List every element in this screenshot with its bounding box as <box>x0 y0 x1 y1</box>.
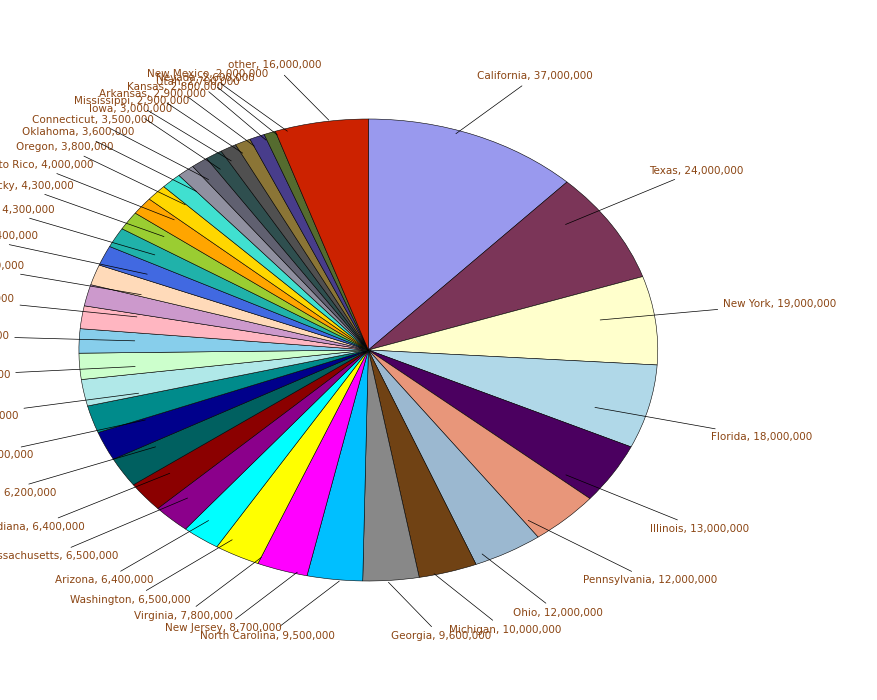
Wedge shape <box>264 132 368 350</box>
Wedge shape <box>307 350 368 581</box>
Text: Connecticut, 3,500,000: Connecticut, 3,500,000 <box>32 115 209 180</box>
Wedge shape <box>98 350 368 459</box>
Text: South Carolina, 4,400,000: South Carolina, 4,400,000 <box>0 231 147 274</box>
Text: Arizona, 6,400,000: Arizona, 6,400,000 <box>55 521 209 585</box>
Text: Florida, 18,000,000: Florida, 18,000,000 <box>595 407 812 442</box>
Wedge shape <box>221 145 368 350</box>
Wedge shape <box>79 329 368 354</box>
Text: Missouri, 5,900,000: Missouri, 5,900,000 <box>0 420 146 461</box>
Text: Texas, 24,000,000: Texas, 24,000,000 <box>566 166 744 225</box>
Text: Tennessee, 6,200,000: Tennessee, 6,200,000 <box>0 447 155 498</box>
Wedge shape <box>149 187 368 350</box>
Text: Massachusetts, 6,500,000: Massachusetts, 6,500,000 <box>0 498 188 561</box>
Wedge shape <box>80 306 368 350</box>
Text: Arkansas, 2,900,000: Arkansas, 2,900,000 <box>99 89 243 153</box>
Wedge shape <box>79 350 368 379</box>
Text: California, 37,000,000: California, 37,000,000 <box>456 71 593 134</box>
Text: Georgia, 9,600,000: Georgia, 9,600,000 <box>389 582 491 641</box>
Wedge shape <box>368 350 538 564</box>
Text: New Jersey, 8,700,000: New Jersey, 8,700,000 <box>165 572 297 634</box>
Text: Colorado, 4,900,000: Colorado, 4,900,000 <box>0 294 137 317</box>
Text: Oklahoma, 3,600,000: Oklahoma, 3,600,000 <box>22 127 196 192</box>
Wedge shape <box>207 151 368 350</box>
Wedge shape <box>193 158 368 350</box>
Text: Kentucky, 4,300,000: Kentucky, 4,300,000 <box>0 181 164 237</box>
Text: North Carolina, 9,500,000: North Carolina, 9,500,000 <box>200 581 339 640</box>
Wedge shape <box>82 350 368 406</box>
Text: Illinois, 13,000,000: Illinois, 13,000,000 <box>566 475 749 533</box>
Wedge shape <box>236 139 368 350</box>
Text: Maryland, 5,700,000: Maryland, 5,700,000 <box>0 393 139 421</box>
Wedge shape <box>84 285 368 350</box>
Text: Puerto Rico, 4,000,000: Puerto Rico, 4,000,000 <box>0 160 175 220</box>
Wedge shape <box>133 350 368 508</box>
Wedge shape <box>368 276 658 365</box>
Text: Iowa, 3,000,000: Iowa, 3,000,000 <box>89 104 220 169</box>
Wedge shape <box>368 350 631 498</box>
Text: Michigan, 10,000,000: Michigan, 10,000,000 <box>434 574 561 635</box>
Wedge shape <box>90 265 368 350</box>
Wedge shape <box>368 350 657 447</box>
Text: Ohio, 12,000,000: Ohio, 12,000,000 <box>482 554 603 617</box>
Wedge shape <box>250 134 368 350</box>
Text: New York, 19,000,000: New York, 19,000,000 <box>600 299 837 320</box>
Text: Mississippi, 2,900,000: Mississippi, 2,900,000 <box>75 96 232 161</box>
Wedge shape <box>158 350 368 529</box>
Wedge shape <box>88 350 368 433</box>
Wedge shape <box>363 350 419 581</box>
Text: Alabama, 4,600,000: Alabama, 4,600,000 <box>0 261 141 295</box>
Wedge shape <box>99 246 368 350</box>
Text: Louisiana, 4,300,000: Louisiana, 4,300,000 <box>0 204 155 255</box>
Text: Utah, 2,700,000: Utah, 2,700,000 <box>155 77 266 140</box>
Text: Pennsylvania, 12,000,000: Pennsylvania, 12,000,000 <box>528 520 717 585</box>
Text: New Mexico, 2,000,000: New Mexico, 2,000,000 <box>147 69 288 131</box>
Wedge shape <box>122 213 368 350</box>
Text: Indiana, 6,400,000: Indiana, 6,400,000 <box>0 473 170 532</box>
Wedge shape <box>368 182 643 350</box>
Text: Oregon, 3,800,000: Oregon, 3,800,000 <box>17 142 185 205</box>
Wedge shape <box>179 167 368 350</box>
Text: Washington, 6,500,000: Washington, 6,500,000 <box>70 540 232 605</box>
Wedge shape <box>217 350 368 564</box>
Text: other, 16,000,000: other, 16,000,000 <box>228 60 329 120</box>
Text: Kansas, 2,800,000: Kansas, 2,800,000 <box>127 83 254 146</box>
Wedge shape <box>368 350 476 578</box>
Wedge shape <box>110 229 368 350</box>
Wedge shape <box>185 350 368 547</box>
Text: Wisconsin, 5,600,000: Wisconsin, 5,600,000 <box>0 367 135 381</box>
Wedge shape <box>164 176 368 350</box>
Wedge shape <box>275 119 368 350</box>
Text: Minnesota, 5,200,000: Minnesota, 5,200,000 <box>0 331 135 341</box>
Text: Nevada, 2,600,000: Nevada, 2,600,000 <box>156 73 277 135</box>
Text: Virginia, 7,800,000: Virginia, 7,800,000 <box>134 557 261 621</box>
Wedge shape <box>368 119 567 350</box>
Wedge shape <box>368 350 590 537</box>
Wedge shape <box>135 199 368 350</box>
Wedge shape <box>258 350 368 575</box>
Wedge shape <box>113 350 368 485</box>
